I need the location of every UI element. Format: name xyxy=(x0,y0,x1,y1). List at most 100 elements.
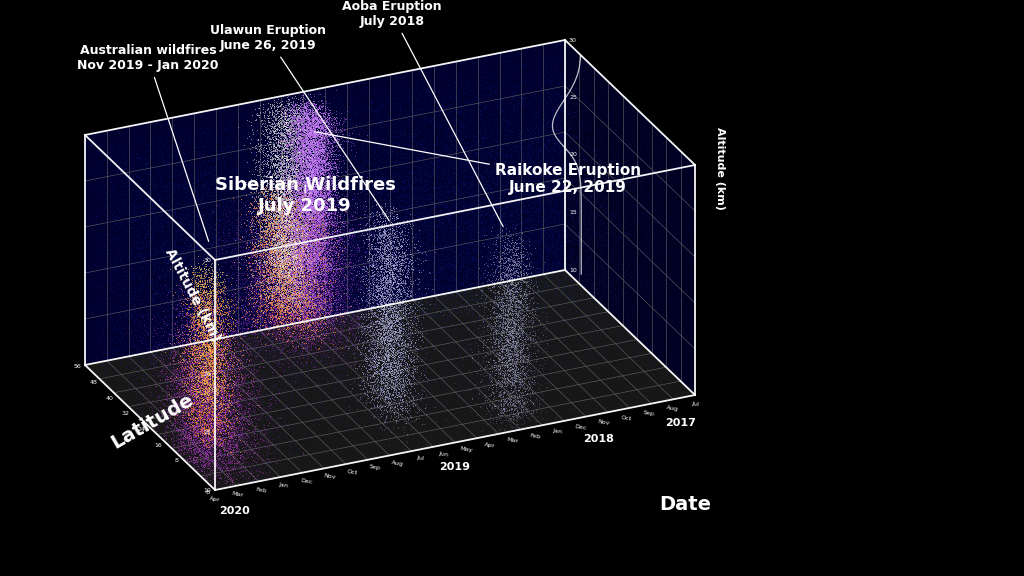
Point xyxy=(255,285,271,294)
Point xyxy=(216,313,232,323)
Point xyxy=(413,347,429,356)
Point xyxy=(302,257,318,266)
Point xyxy=(222,353,239,362)
Point xyxy=(265,300,282,309)
Point xyxy=(325,190,341,199)
Point xyxy=(462,305,478,314)
Point xyxy=(207,480,223,489)
Point xyxy=(348,171,365,180)
Point xyxy=(256,227,272,236)
Point xyxy=(280,115,296,124)
Point xyxy=(595,241,611,250)
Point xyxy=(308,314,325,324)
Point xyxy=(175,431,191,441)
Point xyxy=(286,240,302,249)
Point xyxy=(219,382,236,392)
Point xyxy=(252,343,268,352)
Point xyxy=(335,278,351,287)
Point xyxy=(536,190,552,199)
Point xyxy=(330,233,346,242)
Point xyxy=(257,263,273,272)
Point xyxy=(285,238,301,248)
Point xyxy=(207,388,223,397)
Point xyxy=(209,444,225,453)
Point xyxy=(430,242,446,251)
Point xyxy=(357,278,374,287)
Point xyxy=(303,100,319,109)
Point xyxy=(295,151,311,160)
Point xyxy=(379,281,395,290)
Point xyxy=(566,312,583,321)
Point xyxy=(326,221,342,230)
Point xyxy=(265,112,282,121)
Point xyxy=(397,255,414,264)
Point xyxy=(208,353,224,362)
Point xyxy=(281,306,297,315)
Point xyxy=(307,211,324,221)
Point xyxy=(312,199,329,209)
Point xyxy=(271,305,288,314)
Point xyxy=(199,320,215,329)
Point xyxy=(409,131,425,141)
Point xyxy=(230,363,247,373)
Point xyxy=(298,187,314,196)
Point xyxy=(220,454,237,464)
Point xyxy=(211,386,227,395)
Point xyxy=(293,325,309,334)
Point xyxy=(259,283,275,293)
Point xyxy=(301,320,317,329)
Point xyxy=(603,257,620,267)
Point xyxy=(284,187,300,196)
Point xyxy=(226,320,243,329)
Point xyxy=(300,177,316,186)
Point xyxy=(606,367,623,376)
Point xyxy=(274,137,291,146)
Point xyxy=(268,323,285,332)
Point xyxy=(181,301,198,310)
Point xyxy=(401,93,418,103)
Point xyxy=(261,262,278,271)
Point xyxy=(211,439,227,448)
Point xyxy=(252,223,268,232)
Point xyxy=(511,111,527,120)
Point xyxy=(317,152,334,161)
Point xyxy=(295,293,311,302)
Point xyxy=(316,292,333,301)
Point xyxy=(206,395,222,404)
Point xyxy=(313,120,330,130)
Point xyxy=(252,265,268,274)
Point xyxy=(309,231,326,240)
Point xyxy=(344,319,360,328)
Point xyxy=(346,325,362,334)
Point xyxy=(302,185,318,194)
Point xyxy=(580,134,596,143)
Point xyxy=(209,319,225,328)
Point xyxy=(267,257,284,266)
Point xyxy=(199,332,215,342)
Point xyxy=(265,303,282,312)
Point xyxy=(201,373,217,382)
Point xyxy=(283,240,299,249)
Point xyxy=(558,272,574,281)
Point xyxy=(336,308,352,317)
Point xyxy=(184,311,201,320)
Point xyxy=(343,245,359,255)
Point xyxy=(365,354,381,363)
Point xyxy=(262,322,279,331)
Point xyxy=(300,199,316,209)
Point xyxy=(270,224,287,233)
Point xyxy=(173,431,189,440)
Point xyxy=(315,247,332,256)
Point xyxy=(334,376,350,385)
Point xyxy=(154,207,170,217)
Point xyxy=(283,288,299,297)
Point xyxy=(556,149,572,158)
Point xyxy=(528,126,545,135)
Point xyxy=(233,298,250,308)
Point xyxy=(498,80,514,89)
Point xyxy=(238,237,254,246)
Point xyxy=(199,335,215,344)
Point xyxy=(307,262,324,271)
Point xyxy=(344,209,360,218)
Point xyxy=(568,107,585,116)
